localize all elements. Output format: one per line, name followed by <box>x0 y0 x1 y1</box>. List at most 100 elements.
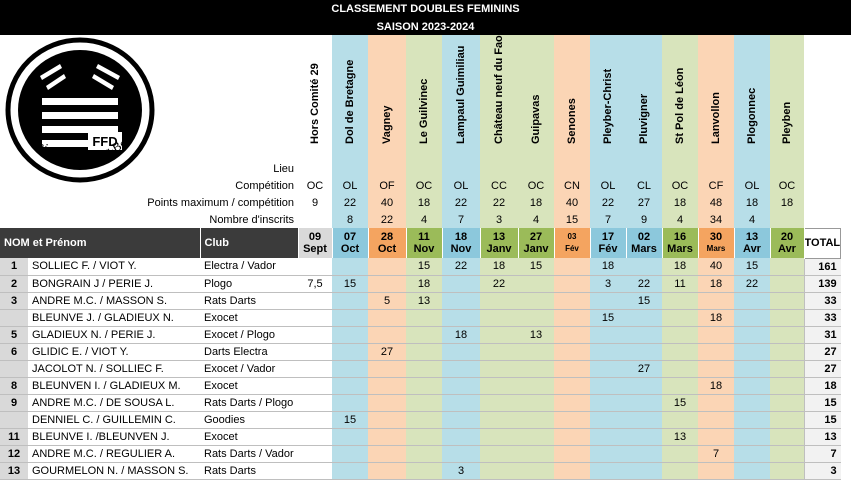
score-cell: 18 <box>442 326 480 344</box>
rank-cell: 3 <box>0 292 28 310</box>
event-month: Fév <box>598 243 618 255</box>
table-row: 9 ANDRE M.C. / DE SOUSA L. Rats Darts / Pl… <box>0 394 841 412</box>
event-name-label: Dol de Bretagne <box>344 59 356 144</box>
score-cell <box>480 292 518 310</box>
score-cell <box>518 292 554 310</box>
rank-cell <box>0 360 28 378</box>
competition-type-cell: OL <box>332 177 368 194</box>
rank-cell: 9 <box>0 394 28 412</box>
score-cell <box>406 377 442 395</box>
competition-label: Compétition <box>235 179 294 192</box>
club-cell: Rats Darts / Plogo <box>200 394 298 412</box>
score-cell <box>662 411 698 429</box>
score-cell: 15 <box>626 292 662 310</box>
event-name-label: Pluvigner <box>638 93 650 144</box>
score-cell: 15 <box>406 258 442 276</box>
score-cell <box>368 360 406 378</box>
ranking-table: Hors Comité 29 Dol de Bretagne Vagney Le Gu… <box>0 35 842 480</box>
inscrits-cell: 4 <box>518 211 554 228</box>
event-name: Hors Comité 29 <box>298 35 332 160</box>
table-row: DENNIEL C. / GUILLEMIN C. Goodies 15 15 <box>0 411 841 429</box>
score-cell <box>770 394 804 412</box>
competition-type-cell: CL <box>626 177 662 194</box>
event-day: 16 <box>673 231 687 243</box>
score-cell <box>298 360 332 378</box>
lieu-cell <box>698 160 734 177</box>
score-cell <box>590 326 626 344</box>
score-cell: 15 <box>734 258 770 276</box>
total-cell: 31 <box>803 326 841 344</box>
points-max-cell: 18 <box>518 194 554 211</box>
points-max-cell: 22 <box>590 194 626 211</box>
total-cell: 7 <box>803 445 841 463</box>
table-row: 1 SOLLIEC F. / VIOT Y. Electra / Vador 15 22… <box>0 258 841 276</box>
event-date: 11 Nov <box>406 228 443 258</box>
club-column-header: Club <box>200 228 299 258</box>
inscrits-cell: 9 <box>626 211 662 228</box>
player-names-cell: GOURMELON N. / MASSON S. <box>28 462 200 480</box>
lieu-cell <box>480 160 518 177</box>
score-cell: 15 <box>518 258 554 276</box>
score-cell: 15 <box>662 394 698 412</box>
lieu-cell <box>554 160 590 177</box>
score-cell: 40 <box>698 258 734 276</box>
empty-cell <box>804 177 841 194</box>
table-row: 5 GLADIEUX N. / PERIE J. Exocet / Plogo 18 1… <box>0 326 841 344</box>
score-cell <box>770 309 804 327</box>
score-cell <box>332 360 368 378</box>
score-cell <box>442 428 480 446</box>
score-cell <box>698 411 734 429</box>
event-name: Lanvollon <box>698 35 734 160</box>
event-name-label: Guipavas <box>530 94 542 144</box>
score-cell <box>698 360 734 378</box>
score-cell: 18 <box>698 377 734 395</box>
player-names-cell: BLEUNVEN I. / GLADIEUX M. <box>28 377 200 395</box>
player-names-cell: BONGRAIN J / PERIE J. <box>28 275 200 293</box>
score-cell <box>442 275 480 293</box>
event-date: 28 Oct <box>368 228 407 258</box>
score-cell <box>518 360 554 378</box>
event-date: 07 Oct <box>332 228 369 258</box>
score-cell <box>554 326 590 344</box>
club-cell: Plogo <box>200 275 298 293</box>
lieu-cell <box>406 160 442 177</box>
lieu-cell <box>368 160 406 177</box>
table-row: BLEUNVE J. / GLADIEUX N. Exocet 15 18 33 <box>0 309 841 327</box>
score-cell <box>698 428 734 446</box>
score-cell <box>442 445 480 463</box>
name-column-header: NOM et Prénom <box>0 228 201 258</box>
total-cell: 15 <box>803 394 841 412</box>
event-month: Mars <box>706 244 726 253</box>
score-cell: 13 <box>406 292 442 310</box>
score-cell: 7,5 <box>298 275 332 293</box>
score-cell <box>298 326 332 344</box>
event-name: Lampaul Guimiliau <box>442 35 480 160</box>
event-name-label: St Pol de Léon <box>674 67 686 144</box>
score-cell <box>554 411 590 429</box>
score-cell <box>442 343 480 361</box>
score-cell: 22 <box>480 275 518 293</box>
season-subtitle: SAISON 2023-2024 <box>0 19 851 35</box>
event-name: Plogonnec <box>734 35 770 160</box>
score-cell <box>734 326 770 344</box>
event-name-label: Le Guilvinec <box>418 78 430 144</box>
points-max-cell: 22 <box>332 194 368 211</box>
inscrits-cell: 7 <box>442 211 480 228</box>
table-row: JACOLOT N. / SOLLIEC F. Exocet / Vador 27 2… <box>0 360 841 378</box>
event-day: 18 <box>454 231 468 243</box>
event-name: Pluvigner <box>626 35 662 160</box>
inscrits-cell: 7 <box>590 211 626 228</box>
score-cell <box>554 258 590 276</box>
points-max-cell: 22 <box>442 194 480 211</box>
rank-cell: 12 <box>0 445 28 463</box>
event-name: Pleyber-Christ <box>590 35 626 160</box>
score-cell: 22 <box>626 275 662 293</box>
event-day: 07 <box>343 231 357 243</box>
score-cell <box>590 428 626 446</box>
score-cell <box>406 360 442 378</box>
event-day: 03 <box>567 232 577 241</box>
player-names-cell: ANDRE M.C. / DE SOUSA L. <box>28 394 200 412</box>
score-cell <box>698 394 734 412</box>
club-cell: Rats Darts <box>200 292 298 310</box>
score-cell <box>626 326 662 344</box>
